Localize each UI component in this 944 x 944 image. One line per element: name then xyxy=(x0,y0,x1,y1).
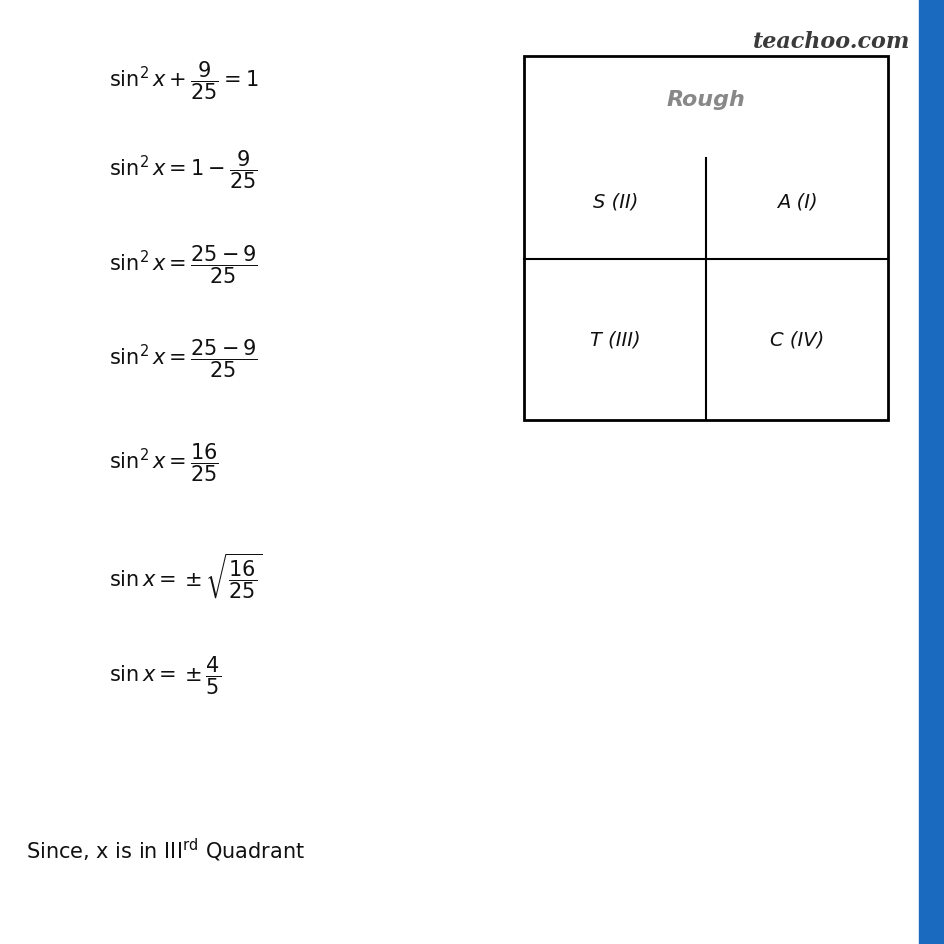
Text: A (I): A (I) xyxy=(776,193,817,211)
Text: $\sin^2 x = \dfrac{25 - 9}{25}$: $\sin^2 x = \dfrac{25 - 9}{25}$ xyxy=(109,338,258,379)
Text: teachoo.com: teachoo.com xyxy=(751,31,909,53)
Text: $\sin^2 x + \dfrac{9}{25} = 1$: $\sin^2 x + \dfrac{9}{25} = 1$ xyxy=(109,59,258,101)
Text: S (II): S (II) xyxy=(592,193,637,211)
Text: T (III): T (III) xyxy=(589,330,640,349)
Bar xyxy=(524,57,887,420)
Bar xyxy=(918,0,944,944)
Text: C (IV): C (IV) xyxy=(769,330,823,349)
Text: $\sin x = \pm\sqrt{\dfrac{16}{25}}$: $\sin x = \pm\sqrt{\dfrac{16}{25}}$ xyxy=(109,551,261,600)
Text: $\sin^2 x = \dfrac{16}{25}$: $\sin^2 x = \dfrac{16}{25}$ xyxy=(109,442,218,483)
Text: $\sin^2 x = \dfrac{25 - 9}{25}$: $\sin^2 x = \dfrac{25 - 9}{25}$ xyxy=(109,244,258,285)
Text: $\sin x = \pm\dfrac{4}{5}$: $\sin x = \pm\dfrac{4}{5}$ xyxy=(109,654,221,696)
Text: $\sin^2 x = 1 - \dfrac{9}{25}$: $\sin^2 x = 1 - \dfrac{9}{25}$ xyxy=(109,149,258,191)
Text: Since, x is in III$^{\mathrm{rd}}$ Quadrant: Since, x is in III$^{\mathrm{rd}}$ Quadr… xyxy=(26,836,305,863)
Text: Rough: Rough xyxy=(666,90,745,110)
